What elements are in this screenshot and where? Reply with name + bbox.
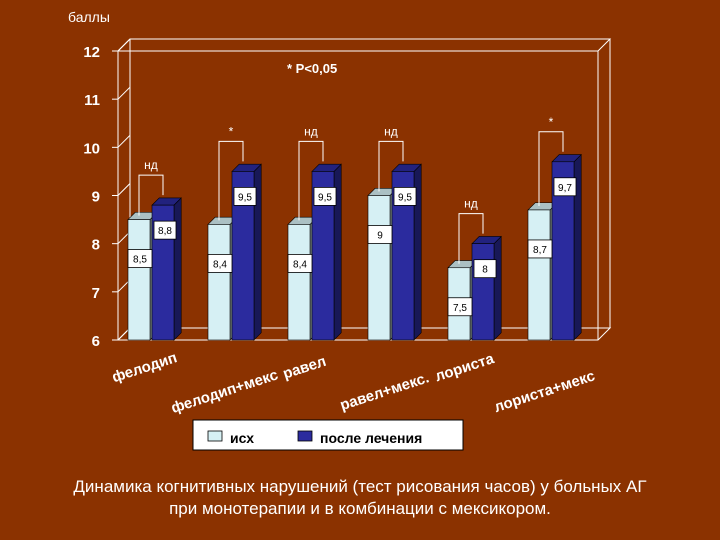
y-tick-label: 10 [83,140,100,157]
data-label-box [207,253,233,273]
significance-label: нд [304,124,318,138]
data-label: 8,5 [133,255,147,266]
bar-baseline [527,209,551,341]
chart-caption: Динамика когнитивных нарушений (тест рис… [20,476,700,520]
y-tick-label: 7 [92,285,100,302]
data-label: 9,5 [398,192,412,203]
significance-label: нд [144,158,158,172]
legend-label-after: после лечения [320,430,422,446]
data-label-box [447,297,473,317]
data-label-box [313,187,337,206]
bar-side [173,197,182,341]
data-label: 9,7 [558,183,572,194]
bar-after-treatment [391,171,415,341]
y-axis-label: баллы [68,9,110,25]
plot-area: 6 7 8 9 10 11 12 8,5 8,8 нд фелодип 8,4 9,5 * фелодип+… [83,38,612,417]
x-tick-label: равел+мекс. [338,369,431,414]
data-label-box [527,239,553,259]
caption-line-1: Динамика когнитивных нарушений (тест рис… [73,477,647,496]
significance-label: * [229,124,234,138]
legend-label-baseline: исх [230,430,254,446]
significance-bracket [458,213,484,264]
significance-label: нд [384,124,398,138]
bar-baseline [207,224,231,341]
y-tick-depth [117,134,131,148]
data-label-box [553,177,577,197]
x-tick-label: лориста+мекс [492,367,597,416]
data-label-box [153,220,177,240]
data-label: 8,4 [293,259,307,270]
y-tick-label: 12 [83,44,100,61]
significance-bracket [138,174,164,216]
significance-label: * [549,115,554,129]
significance-bracket [218,140,244,221]
legend-box [192,419,464,451]
y-tick-label: 11 [84,92,100,109]
bar-side [493,235,502,341]
data-label-box [287,253,313,273]
bar-baseline [287,224,311,341]
significance-label: нд [464,197,478,211]
data-label: 9 [377,231,383,242]
y-tick-label: 6 [92,333,100,350]
y-tick-depth [117,38,131,52]
y-tick-label: 8 [92,237,100,254]
caption-line-2: при монотерапии и в комбинации с мексико… [169,499,551,518]
x-tick-label: лориста [433,350,497,385]
legend-swatch-after [297,430,313,442]
data-label-box [393,187,417,206]
x-tick-label: фелодип+мекс [169,366,280,417]
data-label: 7,5 [453,303,467,314]
significance-bracket [538,131,564,206]
y-tick-depth [117,86,131,100]
bar-baseline [367,195,391,341]
data-label-box [127,249,153,268]
significance-bracket [378,140,404,192]
data-label: 8,7 [533,245,547,256]
legend: исх после лечения [192,419,464,451]
x-tick-label: фелодип [110,349,179,386]
data-label: 8,8 [158,226,172,237]
y-tick-depth [117,183,131,196]
data-label: 9,5 [238,192,252,203]
data-label: 9,5 [318,192,332,203]
data-label-box [233,187,257,206]
data-label: 8,4 [213,259,227,270]
x-tick-label: равел [281,353,328,383]
significance-bracket [298,140,324,221]
data-label-box [367,225,393,244]
data-label: 8 [482,265,488,276]
plot-frame-top [116,38,612,52]
legend-swatch-baseline [207,430,223,442]
y-tick-label: 9 [92,189,100,206]
bar-after-treatment [471,243,495,341]
significance-note: * P<0,05 [287,61,337,76]
bar-baseline [127,219,151,341]
data-label-box [473,259,497,279]
